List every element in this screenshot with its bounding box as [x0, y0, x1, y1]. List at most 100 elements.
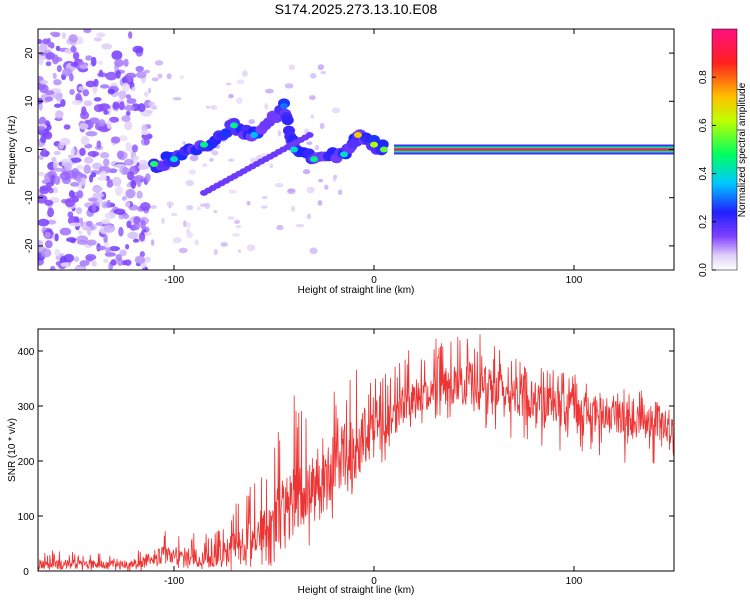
spectrogram-y-label: Frequency (Hz): [7, 116, 18, 185]
colorbar-tick-label: 0.6: [698, 118, 709, 132]
spectrogram-speckle: [144, 173, 151, 183]
spectrogram-peak: [280, 103, 288, 110]
colorbar-tick-label: 0.4: [698, 166, 709, 180]
spectrogram-speckle: [111, 176, 122, 187]
spectrogram-speckle: [103, 158, 110, 167]
spectrogram-speckle: [74, 266, 86, 270]
spectrogram-speckle: [72, 51, 80, 60]
spectrogram-speckle: [220, 242, 228, 247]
spectrogram-speckle: [211, 150, 219, 156]
spectrogram-speckle: [131, 86, 136, 92]
spectrogram-speckle: [141, 124, 148, 133]
spectrogram-speckle: [241, 70, 248, 77]
spectrogram-speckle: [91, 260, 97, 267]
spectrogram-speckle: [150, 105, 158, 110]
spectrogram-speckle: [80, 135, 90, 146]
spectrogram-speckle: [61, 32, 67, 40]
spectrogram-speckle: [83, 164, 91, 174]
spectrogram-speckle: [85, 80, 96, 88]
spectrogram-peak: [200, 141, 208, 148]
spectrogram-speckle: [127, 231, 139, 240]
spectrogram-speckle: [186, 221, 191, 229]
y-tick-label: 0: [23, 567, 29, 578]
y-tick-label: 100: [18, 512, 35, 523]
y-tick-label: 200: [18, 457, 35, 468]
spectrogram-speckle: [135, 65, 144, 73]
spectrogram-speckle: [101, 218, 111, 225]
spectrogram-speckle: [44, 240, 53, 249]
spectrogram-speckle: [83, 100, 93, 107]
spectrogram-speckle: [103, 234, 108, 243]
spectrogram-speckle: [277, 129, 281, 137]
spectrogram-speckle: [133, 222, 140, 231]
spectrogram-speckle: [38, 57, 44, 65]
spectrogram-speckle: [118, 134, 128, 142]
spectrogram-speckle: [79, 260, 90, 267]
spectrogram-speckle: [87, 197, 98, 202]
spectrogram-marks: [38, 29, 674, 270]
spectrogram-speckle: [38, 218, 50, 227]
spectrogram-speckle: [260, 205, 268, 209]
spectrogram-speckle: [236, 79, 245, 85]
spectrogram-speckle: [228, 189, 237, 194]
spectrogram-speckle: [53, 150, 61, 156]
spectrogram-speckle: [306, 186, 315, 194]
spectrogram-speckle: [44, 90, 55, 96]
spectrogram-speckle: [76, 174, 82, 183]
spectrogram-speckle: [86, 239, 97, 246]
spectrogram-speckle: [125, 188, 136, 199]
spectrogram-speckle: [170, 212, 178, 217]
spectrogram-peak: [380, 146, 388, 153]
colorbar-gradient: [711, 28, 738, 271]
spectrogram-speckle: [248, 119, 256, 125]
spectrogram-speckle: [276, 224, 284, 231]
spectrogram-speckle: [54, 175, 61, 186]
spectrogram-speckle: [189, 154, 199, 162]
spectrogram-speckle: [135, 71, 147, 79]
spectrogram-speckle: [134, 164, 140, 171]
y-tick-label: 400: [18, 347, 35, 358]
spectrogram-speckle: [104, 211, 116, 220]
spectrogram-speckle: [228, 94, 234, 99]
spectrogram-speckle: [125, 243, 130, 250]
spectrogram-speckle: [85, 131, 98, 137]
spectrogram-speckle: [96, 140, 102, 149]
spectrogram-speckle: [108, 116, 120, 123]
spectrogram-speckle: [123, 105, 136, 111]
spectrogram-speckle: [110, 136, 121, 144]
spectrogram-speckle: [232, 233, 240, 237]
spectrogram-speckle: [91, 172, 97, 178]
spectrogram-speckle: [144, 91, 149, 97]
spectrogram-speckle: [60, 262, 69, 267]
spectrogram-speckle: [55, 45, 61, 51]
spectrogram-speckle: [70, 148, 75, 155]
spectrogram-peak: [354, 132, 362, 139]
spectrogram-speckle: [53, 167, 65, 172]
spectrogram-speckle: [41, 248, 52, 258]
spectrogram-speckle: [246, 244, 256, 252]
spectrogram-speckle: [126, 220, 132, 229]
y-tick-label: 0: [24, 146, 35, 152]
spectrogram-speckle: [115, 70, 121, 79]
spectrogram-speckle: [97, 60, 104, 65]
spectrogram-speckle: [124, 120, 133, 131]
spectrogram-speckle: [46, 219, 57, 225]
spectrogram-speckle: [136, 190, 143, 199]
snr-x-ticks: -100 0 100: [164, 329, 583, 587]
spectrogram-speckle: [64, 197, 76, 208]
spectrogram-speckle: [70, 45, 77, 53]
spectrogram-speckle: [63, 124, 71, 130]
spectrogram-speckle: [288, 64, 296, 71]
spectrogram-speckle: [275, 183, 284, 188]
spectrogram-speckle: [123, 158, 134, 166]
spectrogram-speckle: [76, 239, 89, 245]
spectrogram-speckle: [59, 256, 67, 265]
spectrogram-speckle: [70, 157, 82, 163]
spectrogram-speckle: [290, 205, 296, 212]
x-tick-label: 100: [566, 576, 583, 587]
spectrogram-speckle: [69, 73, 74, 82]
spectrogram-peak: [310, 156, 318, 163]
spectrogram-speckle: [38, 171, 45, 177]
snr-x-label: Height of straight line (km): [298, 585, 415, 596]
spectrogram-speckle: [269, 163, 274, 169]
